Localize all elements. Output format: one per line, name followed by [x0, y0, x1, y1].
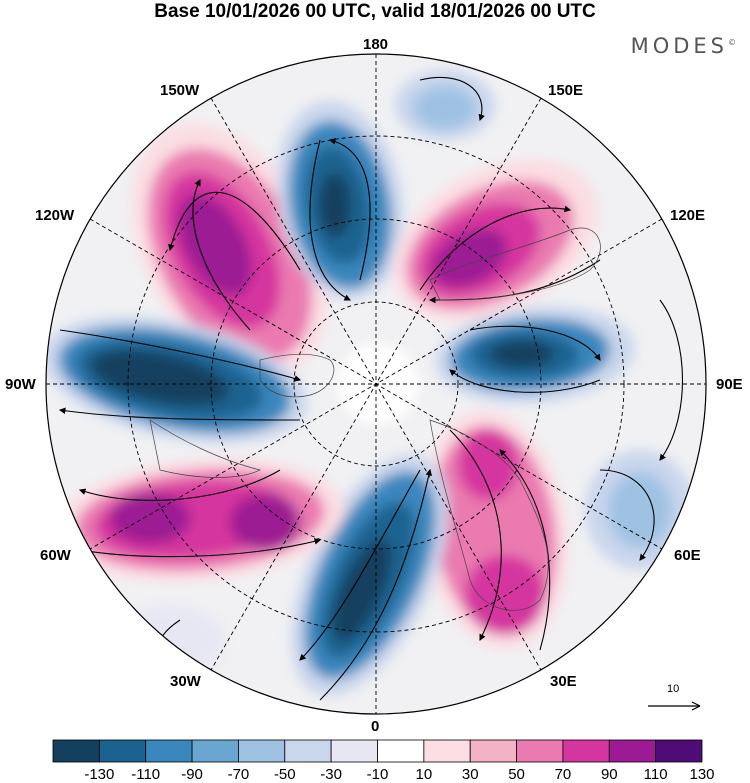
colorbar-tick-label: 110 — [643, 766, 668, 783]
colorbar-tick-label: -50 — [273, 766, 296, 783]
colorbar-tick-label: -10 — [366, 766, 389, 783]
colorbar-swatch — [52, 739, 100, 763]
lon-label-0: 0 — [371, 718, 380, 735]
lon-label-90e: 90E — [716, 376, 743, 393]
lon-label-150w: 150W — [160, 82, 200, 99]
colorbar-swatch — [516, 739, 564, 763]
lon-label-60w: 60W — [40, 547, 71, 564]
modes-logo: MODES© — [631, 34, 736, 58]
trough-sw-small — [115, 605, 225, 675]
colorbar-tick-label: -130 — [84, 766, 115, 783]
colorbar-tick-label: -70 — [227, 766, 250, 783]
colorbar-tick-label: 90 — [600, 766, 618, 783]
vector-scale-arrow — [648, 701, 701, 711]
lon-label-150e: 150E — [548, 82, 584, 99]
colorbar-tick-label: -90 — [181, 766, 203, 783]
copyright-mark: © — [728, 38, 736, 47]
colorbar-swatch — [145, 739, 193, 763]
colorbar — [52, 739, 703, 763]
lon-label-180: 180 — [363, 36, 389, 53]
colorbar-swatch — [469, 739, 517, 763]
colorbar-tick-label: 130 — [689, 766, 715, 783]
modes-wordmark: MODES — [630, 34, 728, 58]
colorbar-tick-label: -110 — [131, 766, 161, 783]
colorbar-tick-label: 70 — [554, 766, 572, 783]
colorbar-tick-label: 50 — [508, 766, 525, 783]
colorbar-tick-label: 10 — [415, 766, 433, 783]
colorbar-swatch — [608, 739, 657, 763]
anomaly-field — [46, 54, 706, 714]
colorbar-swatch — [191, 739, 239, 763]
colorbar-swatch — [655, 739, 703, 763]
colorbar-swatch — [284, 739, 332, 763]
coastlines — [149, 227, 601, 611]
colorbar-swatch — [562, 739, 610, 763]
colorbar-swatch — [377, 739, 425, 763]
colorbar-swatch — [98, 739, 147, 763]
lon-label-120e: 120E — [670, 207, 706, 224]
map-border — [45, 53, 707, 715]
lon-label-60e: 60E — [674, 547, 701, 564]
anomaly-blobs — [46, 70, 695, 696]
colorbar-swatch — [423, 739, 471, 763]
map-title: Base 10/01/2026 00 UTC, valid 18/01/2026… — [154, 1, 596, 22]
colorbar-swatch — [330, 739, 378, 763]
lon-label-90w: 90W — [5, 376, 36, 393]
lon-label-30w: 30W — [170, 673, 201, 690]
colorbar-tick-label: 30 — [461, 766, 479, 783]
lon-label-30e: 30E — [550, 673, 577, 690]
vector-scale-label: 10 — [667, 683, 680, 695]
lon-label-120w: 120W — [35, 207, 75, 224]
colorbar-swatch — [238, 739, 286, 763]
colorbar-tick-label: -30 — [320, 766, 342, 783]
wind-streamlines — [58, 76, 684, 701]
